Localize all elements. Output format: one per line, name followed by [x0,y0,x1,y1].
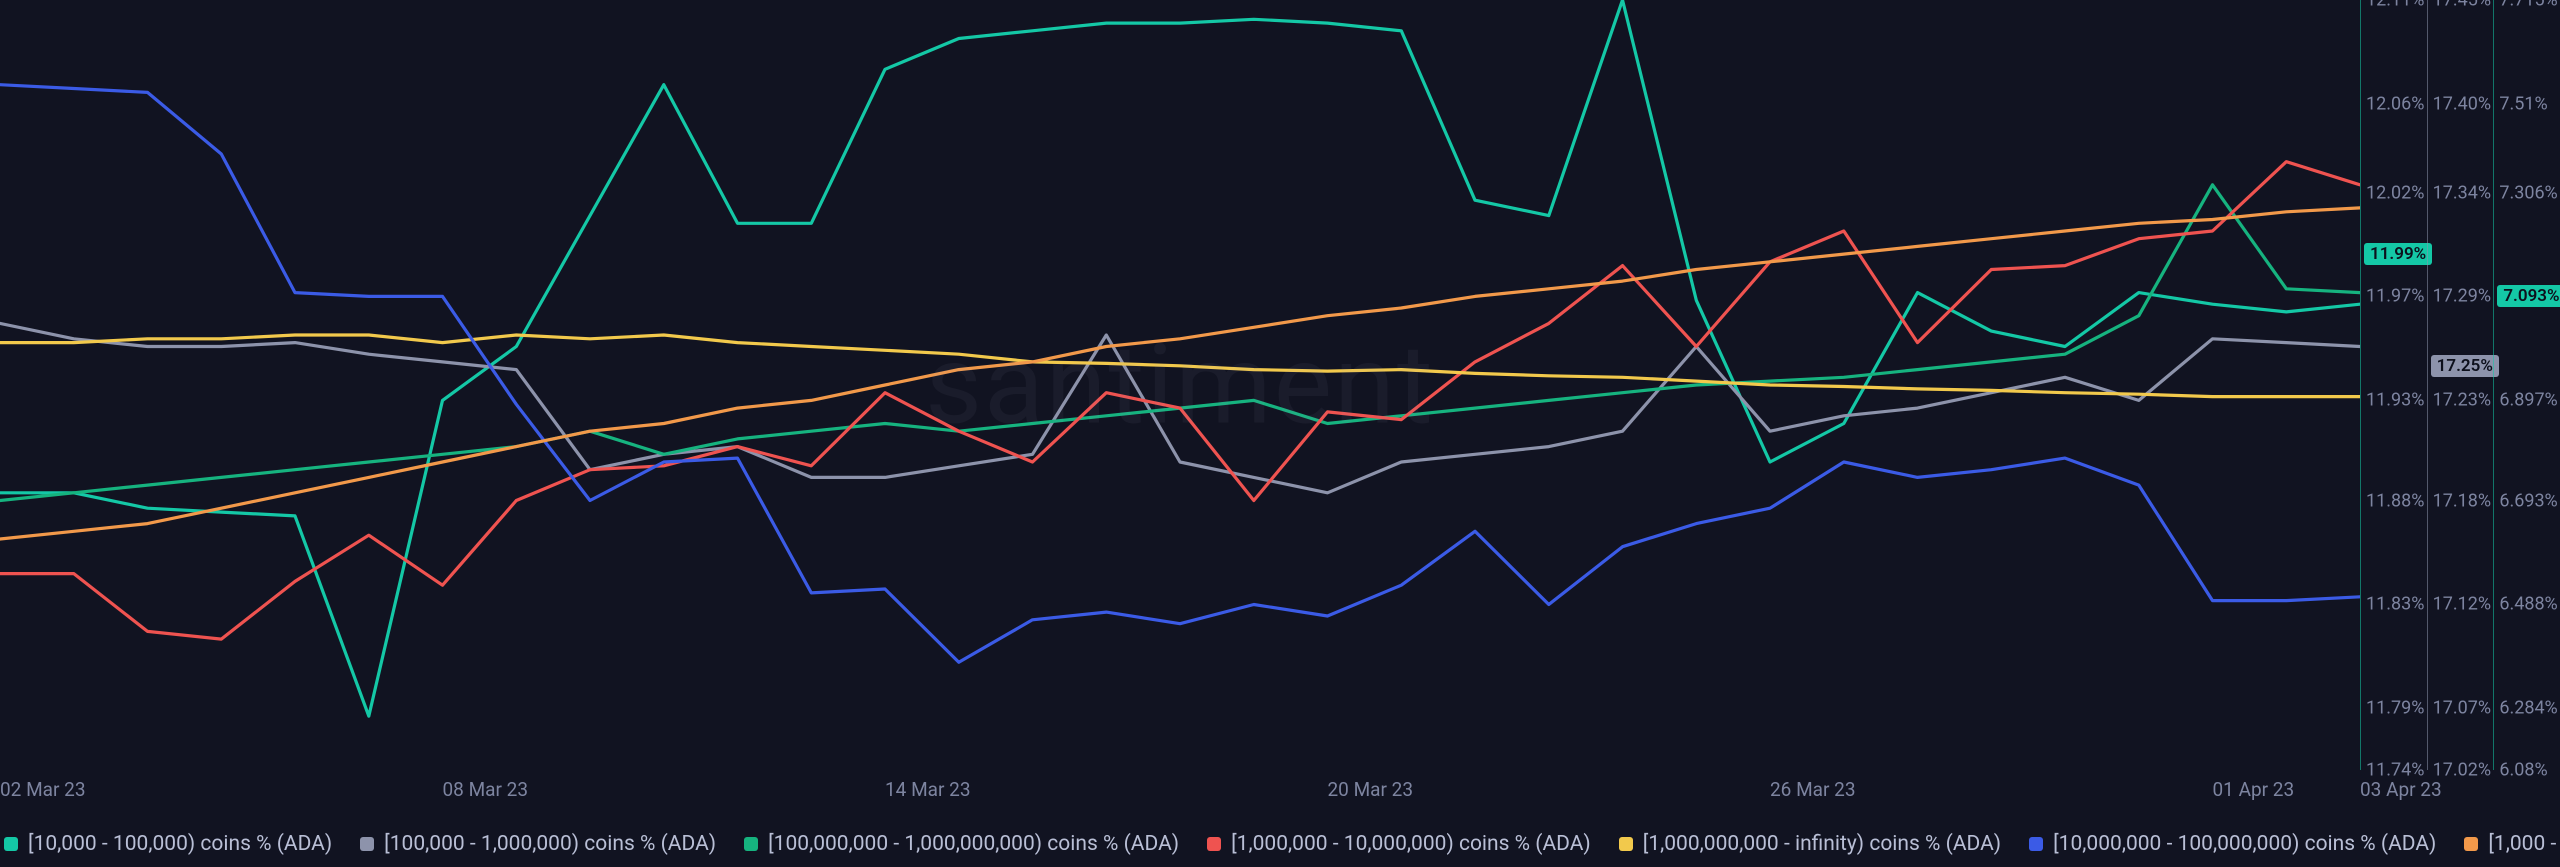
y-tick: 11.88% [2366,490,2424,511]
legend-item-green[interactable]: [100,000,000 - 1,000,000,000) coins % (A… [744,832,1179,856]
y-tick: 17.45% [2433,0,2491,11]
legend-item-red[interactable]: [1,000,000 - 10,000,000) coins % (ADA) [1207,832,1591,856]
x-tick: 20 Mar 23 [1328,778,1414,801]
y-tick: 7.306% [2499,182,2557,203]
legend-item-grey[interactable]: [100,000 - 1,000,000) coins % (ADA) [360,832,716,856]
series-orange [0,208,2360,539]
y-axis-separator [2427,0,2428,770]
y-axis-badge: 11.99% [2364,243,2432,265]
y-tick: 6.488% [2499,594,2557,615]
y-axis-col-col3: 7.715% 7.51% 7.306% 7.093% 6.897% 6.693% 6.488… [2493,0,2560,770]
chart-root: { "canvas": { "width": 2560, "height": 8… [0,0,2560,867]
x-tick: 03 Apr 23 [2360,778,2442,801]
y-tick: 11.79% [2366,698,2424,719]
legend-swatch [1619,837,1633,851]
legend-label: [100,000 - 1,000,000) coins % (ADA) [384,832,716,856]
x-tick: 26 Mar 23 [1770,778,1856,801]
x-tick: 01 Apr 23 [2213,778,2295,801]
y-tick: 17.34% [2433,182,2491,203]
y-tick: 12.02% [2366,182,2424,203]
legend-swatch [744,837,758,851]
y-tick: 11.83% [2366,594,2424,615]
y-tick: 12.06% [2366,93,2424,114]
y-axis-separator [2360,0,2361,770]
legend-swatch [2029,837,2043,851]
x-axis: 02 Mar 23 08 Mar 23 14 Mar 23 20 Mar 23 26 M… [0,770,2360,810]
x-tick: 02 Mar 23 [0,778,86,801]
y-axis-col-col1: 12.11% 12.06% 12.02% 11.97% 11.93% 11.88% 11.8… [2360,0,2427,770]
y-tick: 11.93% [2366,390,2424,411]
series-green [0,185,2360,501]
y-tick: 17.07% [2433,698,2491,719]
legend-item-teal[interactable]: [10,000 - 100,000) coins % (ADA) [4,832,332,856]
y-tick: 12.11% [2366,0,2424,11]
plot-area[interactable]: santiment [0,0,2360,770]
series-blue [0,85,2360,663]
y-tick: 17.29% [2433,286,2491,307]
y-tick: 11.97% [2366,286,2424,307]
y-tick: 17.18% [2433,490,2491,511]
y-tick: 6.08% [2499,760,2547,781]
y-axis-columns: 12.11% 12.06% 12.02% 11.97% 11.93% 11.88% 11.8… [2360,0,2560,770]
legend-label: [1,000,000 - 10,000,000) coins % (ADA) [1231,832,1591,856]
y-tick: 6.284% [2499,698,2557,719]
y-tick: 7.715% [2499,0,2557,11]
y-tick: 17.12% [2433,594,2491,615]
legend-label: [1,000,000,000 - infinity) coins % (ADA) [1643,832,2001,856]
legend-label: [10,000 - 100,000) coins % (ADA) [28,832,332,856]
legend-swatch [2464,837,2478,851]
y-tick: 6.693% [2499,490,2557,511]
x-tick: 08 Mar 23 [443,778,529,801]
legend-swatch [4,837,18,851]
legend: [10,000 - 100,000) coins % (ADA) [100,000… [0,820,2560,867]
x-tick: 14 Mar 23 [885,778,971,801]
legend-label: [100,000,000 - 1,000,000,000) coins % (A… [768,832,1179,856]
y-axis-badge: 17.25% [2431,355,2499,377]
legend-label: [10,000,000 - 100,000,000) coins % (ADA) [2053,832,2436,856]
y-tick: 7.51% [2499,93,2547,114]
legend-swatch [1207,837,1221,851]
y-tick: 6.897% [2499,390,2557,411]
y-axis-separator [2493,0,2494,770]
series-teal [0,0,2360,716]
y-axis-badge: 7.093% [2497,285,2560,307]
y-tick: 17.23% [2433,390,2491,411]
plot-svg [0,0,2360,770]
legend-label: [1,000 - 10,000) coins % (ADA) [2488,832,2560,856]
legend-item-orange[interactable]: [1,000 - 10,000) coins % (ADA) [2464,832,2560,856]
series-red [0,162,2360,639]
series-yellow [0,335,2360,397]
y-tick: 17.40% [2433,93,2491,114]
legend-item-blue[interactable]: [10,000,000 - 100,000,000) coins % (ADA) [2029,832,2436,856]
legend-swatch [360,837,374,851]
y-axis-col-col2: 17.45% 17.40% 17.34% 17.29% 17.23% 17.18% 17.1… [2427,0,2494,770]
legend-item-yellow[interactable]: [1,000,000,000 - infinity) coins % (ADA) [1619,832,2001,856]
